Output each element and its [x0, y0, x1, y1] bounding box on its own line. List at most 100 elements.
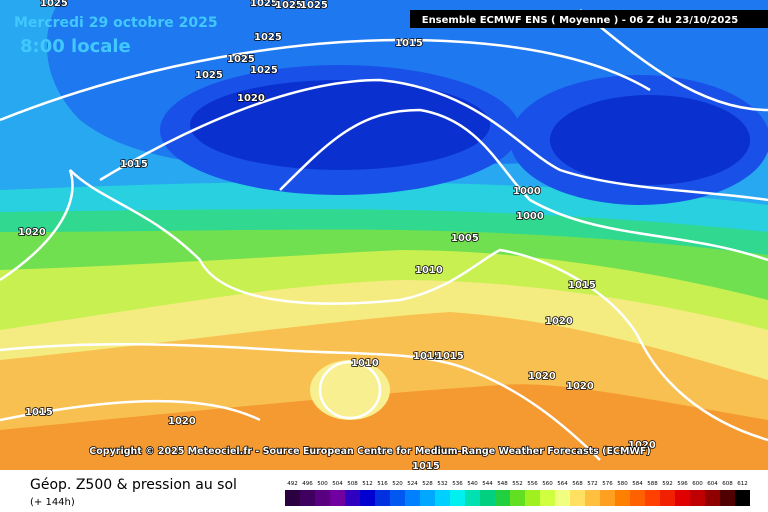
scale-swatch [525, 490, 540, 506]
isobar-label: 1025 [300, 0, 328, 11]
scale-label: 552 [512, 481, 523, 487]
scale-label: 612 [737, 481, 748, 487]
isobar-label: 1010 [351, 358, 379, 369]
scale-swatch [735, 490, 750, 506]
isobar-label: 1005 [451, 233, 479, 244]
scale-label: 544 [482, 481, 493, 487]
isobar-label: 1020 [566, 381, 594, 392]
scale-swatch [600, 490, 615, 506]
scale-swatch [555, 490, 570, 506]
scale-swatch [645, 490, 660, 506]
isobar-label: 1025 [250, 0, 278, 9]
scale-label: 592 [662, 481, 673, 487]
scale-label: 556 [527, 481, 538, 487]
scale-label: 520 [392, 481, 403, 487]
isobar-labels: 1025 1025 1025 1025 1025 1025 1025 1025 … [17, 0, 656, 473]
scale-swatch [360, 490, 375, 506]
scale-label: 532 [437, 481, 448, 487]
isobar-label: 1025 [195, 70, 223, 81]
scale-label: 496 [302, 481, 313, 487]
isobar-label: 1015 [395, 38, 423, 49]
scale-label: 604 [707, 481, 718, 487]
isobar-label: 1015 [25, 407, 53, 418]
scale-swatch [705, 490, 720, 506]
isobar-label: 1000 [516, 211, 544, 222]
forecast-lead: (+ 144h) [30, 497, 75, 508]
isobar-label: 1025 [275, 0, 303, 11]
isobars [0, 9, 768, 461]
scale-swatch [585, 490, 600, 506]
scale-label: 548 [497, 481, 508, 487]
color-scale: 492 496 500 504 508 512 516 520 524 528 532 536 540 5… [285, 481, 750, 506]
scale-label: 588 [647, 481, 658, 487]
scale-label: 608 [722, 481, 733, 487]
isobar-label: 1015 [120, 159, 148, 170]
scale-label: 564 [557, 481, 568, 487]
isobar-label: 1015 [413, 351, 441, 362]
header-box [410, 10, 768, 28]
scale-swatch [345, 490, 360, 506]
scale-label: 512 [362, 481, 373, 487]
scale-swatch [420, 490, 435, 506]
scale-label: 580 [617, 481, 628, 487]
scale-label: 516 [377, 481, 388, 487]
scale-label: 524 [407, 481, 418, 487]
isobar-label: 1010 [415, 265, 443, 276]
isobar-label: 1000 [513, 186, 541, 197]
scale-swatch [300, 490, 315, 506]
scale-swatch [330, 490, 345, 506]
scale-swatch [510, 490, 525, 506]
scale-label: 508 [347, 481, 358, 487]
model-info: Ensemble ECMWF ENS ( Moyenne ) - 06 Z du… [422, 15, 739, 26]
scale-label: 576 [602, 481, 613, 487]
footer-title: Géop. Z500 & pression au sol [30, 477, 237, 493]
isobar-label: 1020 [528, 371, 556, 382]
scale-label: 536 [452, 481, 463, 487]
z500-field [0, 0, 768, 430]
scale-label: 600 [692, 481, 703, 487]
forecast-date: Mercredi 29 octobre 2025 [14, 15, 218, 31]
isobar-label: 1020 [628, 440, 656, 451]
scale-label: 540 [467, 481, 478, 487]
scale-label: 560 [542, 481, 553, 487]
scale-swatch [480, 490, 495, 506]
scale-swatch [435, 490, 450, 506]
isobar-label: 1020 [168, 416, 196, 427]
scale-swatch [315, 490, 330, 506]
scale-swatch [570, 490, 585, 506]
scale-swatch [615, 490, 630, 506]
scale-swatch [675, 490, 690, 506]
scale-label: 584 [632, 481, 643, 487]
scale-swatch [630, 490, 645, 506]
isobar-label: 1020 [18, 227, 46, 238]
copyright: Copyright © 2025 Meteociel.fr - Source E… [89, 446, 650, 457]
scale-label: 500 [317, 481, 328, 487]
scale-swatch [540, 490, 555, 506]
scale-swatch [450, 490, 465, 506]
isobar-label: 1015 [436, 351, 464, 362]
isobar-label: 1020 [545, 316, 573, 327]
scale-label: 572 [587, 481, 598, 487]
scale-label: 492 [287, 481, 298, 487]
isobar-label: 1025 [254, 32, 282, 43]
forecast-time: 8:00 locale [20, 36, 131, 57]
scale-label: 596 [677, 481, 688, 487]
scale-swatch [375, 490, 390, 506]
scale-swatch [660, 490, 675, 506]
scale-swatch [690, 490, 705, 506]
isobar-label: 1020 [237, 93, 265, 104]
isobar-label: 1025 [250, 65, 278, 76]
scale-label: 504 [332, 481, 343, 487]
scale-label: 528 [422, 481, 433, 487]
scale-swatch [720, 490, 735, 506]
isobar-label: 1015 [568, 280, 596, 291]
scale-swatch [390, 490, 405, 506]
scale-label: 568 [572, 481, 583, 487]
scale-swatch [495, 490, 510, 506]
scale-swatch [285, 490, 300, 506]
scale-swatch [405, 490, 420, 506]
isobar-label: 1025 [227, 54, 255, 65]
scale-swatch [465, 490, 480, 506]
isobar-label: 1015 [412, 461, 440, 472]
